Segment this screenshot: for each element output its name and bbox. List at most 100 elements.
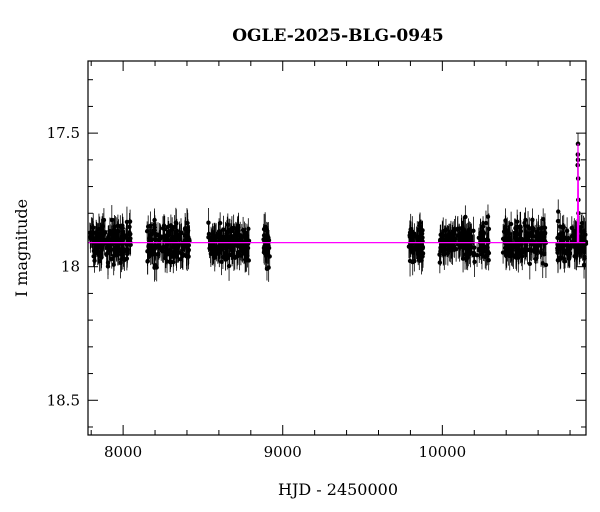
data-point	[124, 233, 129, 238]
data-point	[471, 250, 477, 256]
data-point	[412, 231, 417, 236]
data-point	[485, 214, 491, 219]
data-point	[463, 214, 468, 220]
data-point	[217, 220, 223, 226]
data-point	[528, 247, 533, 252]
data-point	[579, 235, 585, 240]
data-point	[540, 231, 546, 236]
data-point	[418, 229, 424, 235]
data-point	[178, 256, 183, 262]
y-tick-label: 17.5	[47, 124, 80, 142]
data-point	[507, 242, 512, 248]
data-point	[581, 247, 586, 253]
data-point	[480, 241, 485, 246]
data-point	[155, 252, 160, 257]
data-point	[221, 227, 226, 232]
data-point	[449, 238, 455, 243]
data-point	[111, 262, 116, 267]
data-point	[242, 233, 247, 238]
data-point	[560, 224, 565, 230]
data-point	[120, 223, 125, 228]
data-point	[220, 247, 226, 252]
data-point	[164, 233, 169, 238]
data-point	[161, 244, 166, 249]
data-point	[540, 216, 546, 222]
data-point	[165, 224, 171, 230]
data-point	[264, 252, 270, 257]
data-point	[508, 248, 514, 253]
data-point	[419, 255, 425, 260]
data-point	[483, 254, 488, 260]
data-point	[232, 234, 237, 239]
data-point	[415, 247, 420, 253]
data-point	[179, 230, 184, 236]
data-point	[503, 224, 508, 229]
data-point	[514, 219, 520, 224]
data-point	[556, 209, 561, 214]
data-point	[483, 220, 489, 226]
data-point	[441, 251, 446, 257]
data-point	[262, 247, 267, 253]
data-point	[246, 258, 251, 263]
data-point	[569, 225, 575, 231]
data-point	[226, 263, 232, 269]
data-point	[104, 251, 110, 256]
data-point	[95, 236, 101, 241]
data-point	[210, 249, 216, 255]
data-point	[440, 232, 445, 238]
data-point	[471, 228, 476, 234]
data-point	[466, 245, 472, 250]
data-point	[472, 259, 477, 265]
x-tick-label: 10000	[418, 443, 466, 461]
data-point	[165, 250, 170, 255]
data-point	[437, 260, 443, 265]
data-point	[180, 244, 186, 250]
data-point	[91, 230, 96, 236]
data-point	[215, 251, 221, 256]
data-point	[453, 236, 458, 242]
data-point	[447, 234, 453, 239]
data-point	[474, 252, 480, 258]
data-point	[535, 232, 541, 237]
data-point	[478, 230, 483, 235]
data-point	[187, 238, 192, 244]
data-point	[443, 247, 449, 252]
y-tick-label: 18	[61, 258, 80, 276]
data-point	[575, 242, 581, 247]
plot-area	[87, 133, 589, 282]
x-tick-label: 8000	[104, 443, 142, 461]
data-point	[410, 245, 415, 251]
data-point	[464, 252, 470, 258]
data-point	[262, 224, 268, 230]
data-point	[235, 223, 241, 228]
data-point	[109, 217, 115, 223]
model-curve	[88, 143, 586, 244]
data-point	[149, 237, 155, 242]
data-point	[166, 228, 171, 234]
data-point	[101, 232, 107, 237]
data-point	[152, 262, 158, 268]
data-point	[210, 235, 215, 241]
chart-title: OGLE-2025-BLG-0945	[232, 26, 444, 46]
axis-ticks	[88, 61, 586, 435]
data-point	[455, 227, 460, 232]
data-point	[415, 234, 420, 239]
data-point	[105, 264, 111, 269]
data-point	[520, 250, 525, 255]
data-point	[152, 228, 158, 233]
data-point	[527, 261, 533, 267]
data-point	[223, 252, 228, 258]
data-point	[542, 225, 548, 230]
data-point	[555, 246, 560, 251]
data-point	[564, 228, 570, 234]
data-point	[467, 237, 472, 242]
data-point	[461, 243, 466, 248]
data-point	[504, 252, 509, 257]
data-point	[124, 219, 130, 225]
data-point	[571, 238, 577, 243]
data-point	[439, 237, 445, 243]
data-point	[579, 220, 585, 226]
data-point	[212, 255, 217, 260]
data-point	[217, 244, 223, 249]
